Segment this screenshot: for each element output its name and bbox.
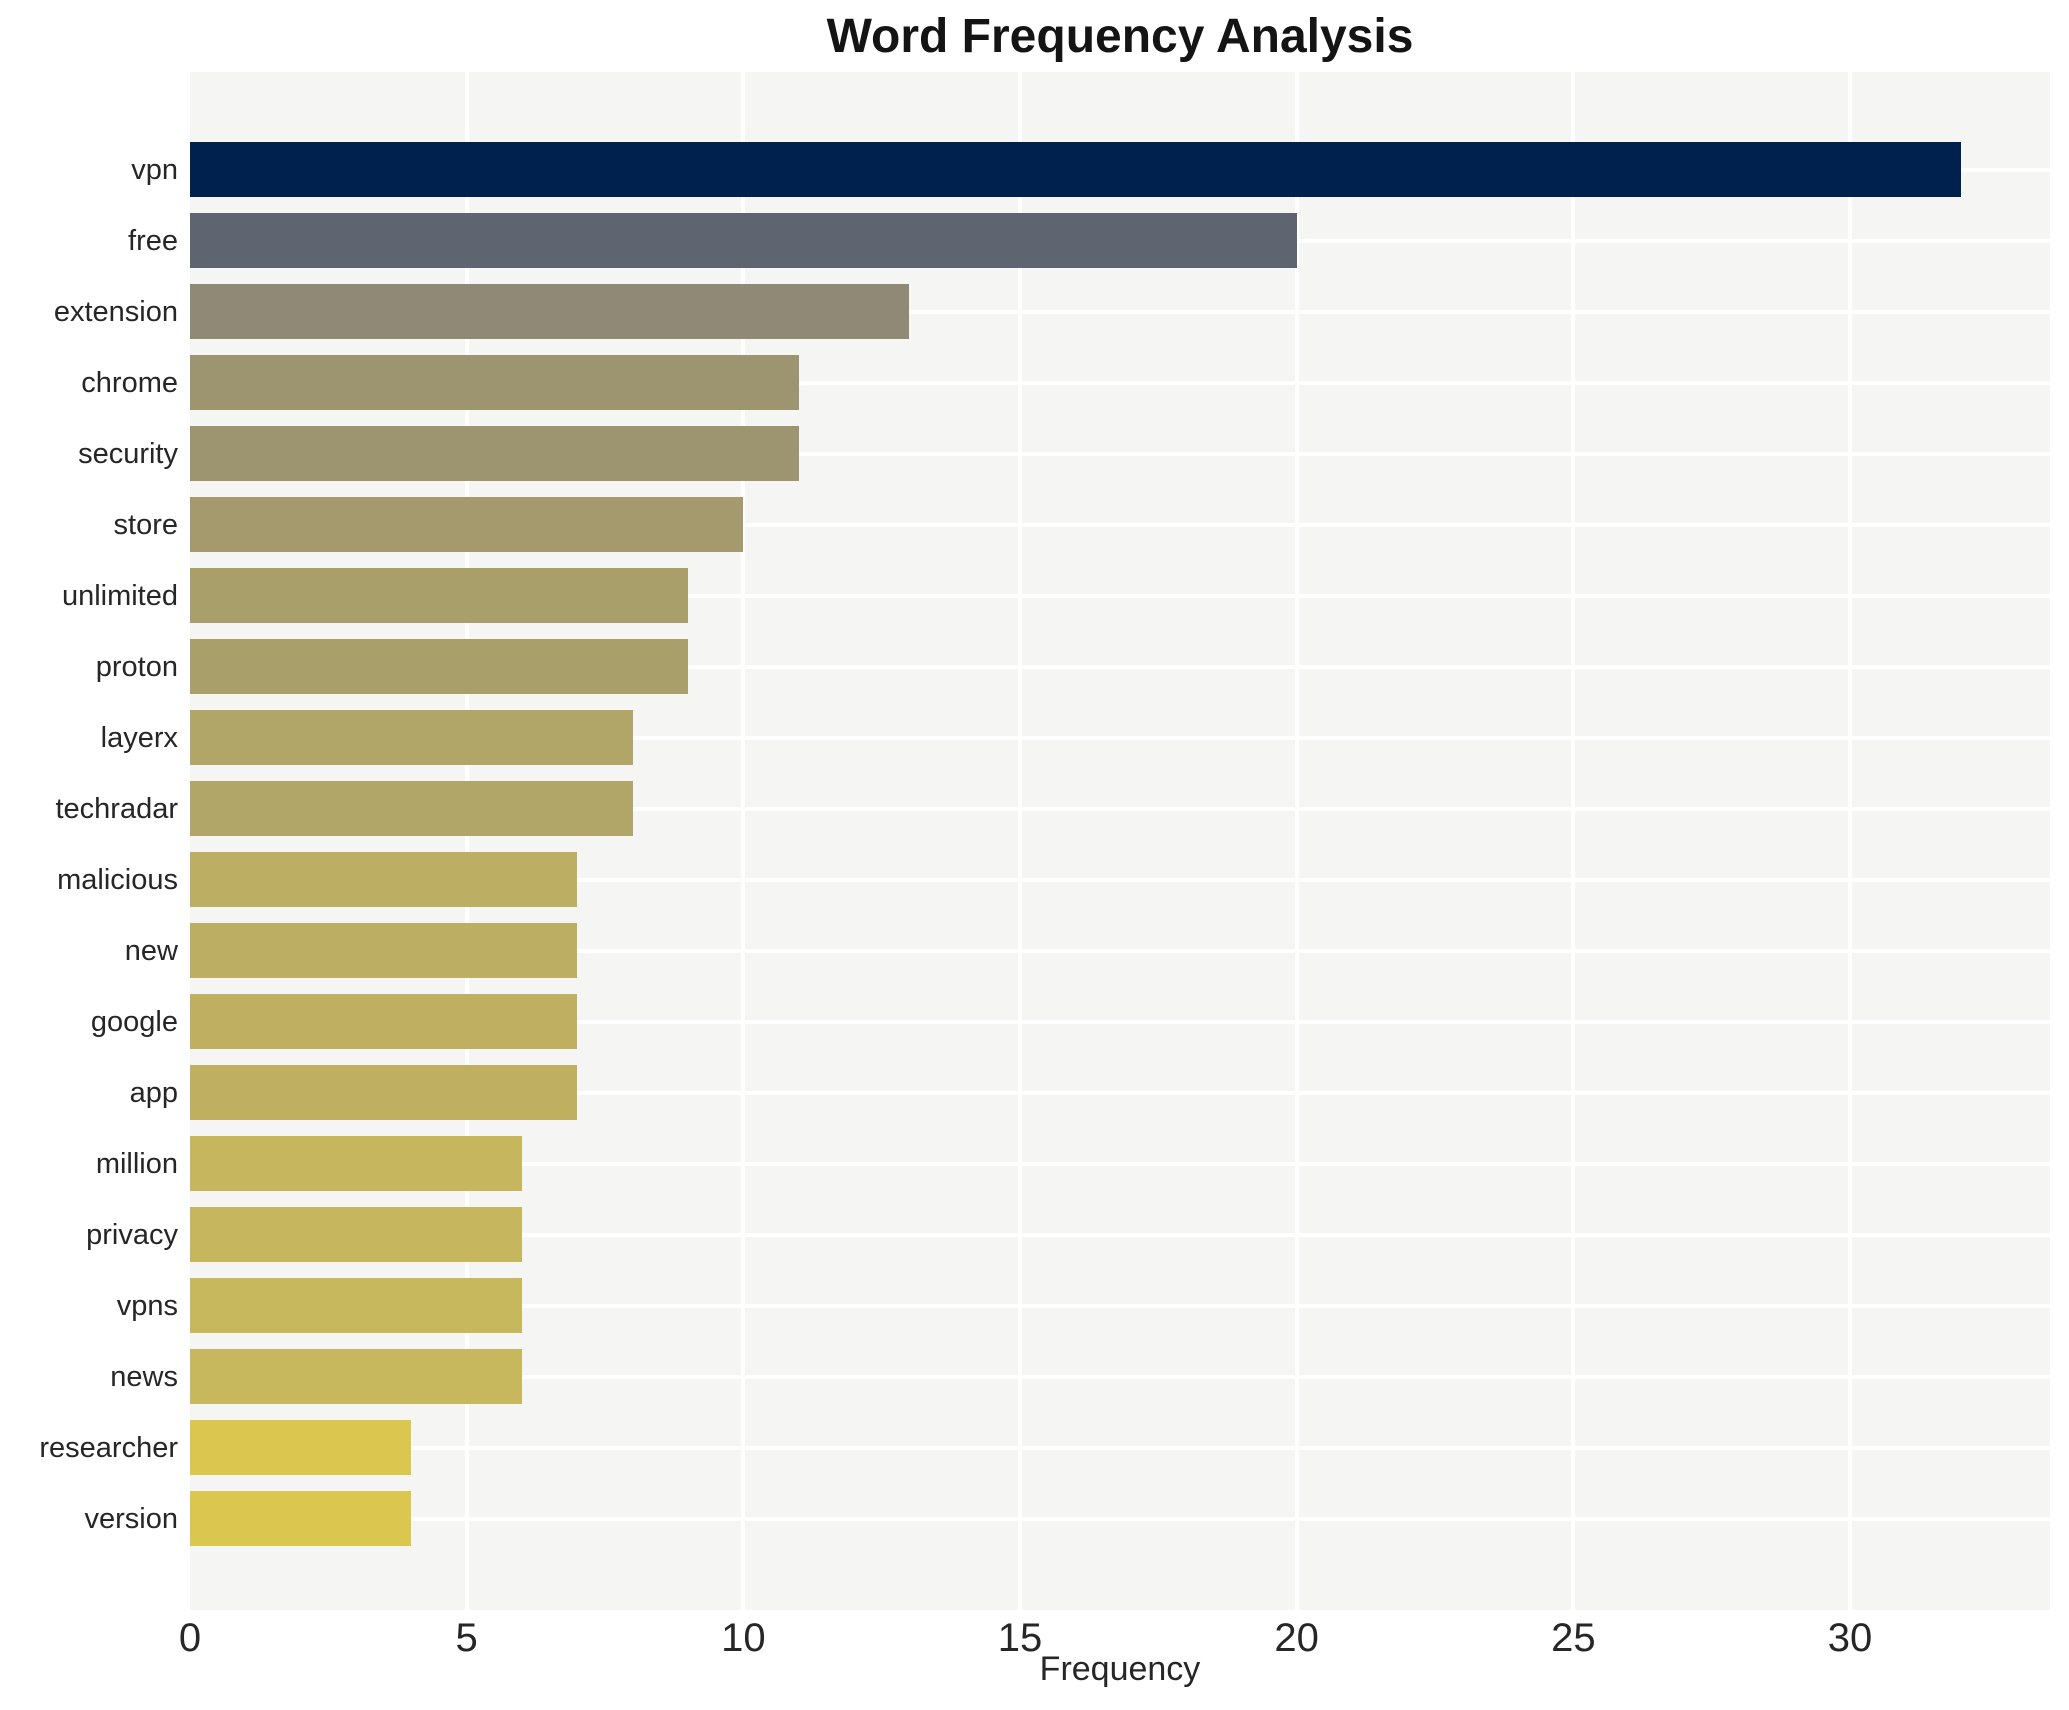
- bar-layerx: [190, 710, 633, 765]
- gridline-vertical: [1018, 72, 1022, 1610]
- bar-store: [190, 497, 744, 552]
- bar-researcher: [190, 1420, 412, 1475]
- x-tick-label: 25: [1551, 1616, 1596, 1660]
- bar-malicious: [190, 852, 578, 907]
- bar-new: [190, 923, 578, 978]
- gridline-horizontal: [190, 1445, 2050, 1450]
- x-tick-label: 30: [1827, 1616, 1873, 1660]
- x-tick-label: 10: [721, 1616, 766, 1660]
- gridline-vertical: [464, 72, 469, 1610]
- bar-app: [190, 1065, 578, 1120]
- gridline-horizontal: [190, 1019, 2050, 1024]
- gridline-horizontal: [190, 1090, 2050, 1095]
- bar-version: [190, 1491, 412, 1546]
- gridline-horizontal: [190, 1232, 2050, 1237]
- gridline-vertical: [1571, 72, 1576, 1610]
- y-tick-label: store: [113, 508, 178, 541]
- x-axis-label: Frequency: [1039, 1650, 1201, 1688]
- y-tick-label: version: [84, 1502, 179, 1535]
- bar-chrome: [190, 355, 799, 410]
- bar-privacy: [190, 1207, 522, 1262]
- y-tick-label: malicious: [57, 863, 178, 896]
- gridline-horizontal: [190, 1374, 2050, 1379]
- y-tick-label: security: [78, 437, 178, 470]
- gridline-horizontal: [190, 948, 2050, 953]
- gridline-horizontal: [190, 451, 2050, 456]
- gridline-horizontal: [190, 1516, 2050, 1521]
- gridline-horizontal: [190, 1161, 2050, 1166]
- bar-extension: [190, 284, 910, 339]
- gridline-horizontal: [190, 309, 2050, 314]
- gridline-vertical: [741, 72, 746, 1610]
- bar-free: [190, 213, 1297, 268]
- x-tick-label: 5: [455, 1616, 478, 1660]
- gridline-horizontal: [190, 877, 2050, 882]
- bar-security: [190, 426, 799, 481]
- bar-unlimited: [190, 568, 688, 623]
- bar-vpns: [190, 1278, 522, 1333]
- y-tick-label: vpns: [116, 1289, 178, 1322]
- gridline-horizontal: [190, 806, 2050, 811]
- y-tick-label: researcher: [39, 1431, 178, 1464]
- bar-techradar: [190, 781, 633, 836]
- y-tick-label: unlimited: [61, 579, 178, 612]
- x-tick-label: 15: [997, 1616, 1043, 1660]
- bar-proton: [190, 639, 688, 694]
- y-tick-label: free: [128, 224, 178, 257]
- bar-million: [190, 1136, 522, 1191]
- y-tick-label: new: [124, 934, 178, 967]
- chart-title: Word Frequency Analysis: [826, 10, 1414, 63]
- y-tick-label: proton: [95, 650, 178, 683]
- gridline-horizontal: [190, 380, 2050, 385]
- gridline-horizontal: [190, 735, 2050, 740]
- y-tick-label: app: [129, 1076, 178, 1109]
- y-tick-label: google: [90, 1005, 178, 1038]
- y-tick-label: extension: [53, 295, 178, 328]
- y-tick-label: layerx: [100, 721, 178, 754]
- gridline-horizontal: [190, 522, 2050, 527]
- x-tick-label: 0: [178, 1616, 202, 1660]
- gridline-vertical: [1848, 72, 1852, 1610]
- plot-area: [190, 72, 2050, 1610]
- bar-vpn: [190, 142, 1961, 197]
- y-tick-label: news: [110, 1360, 178, 1393]
- y-tick-label: techradar: [55, 792, 178, 825]
- gridline-horizontal: [190, 664, 2050, 669]
- y-tick-label: privacy: [86, 1218, 178, 1251]
- y-tick-label: vpn: [131, 153, 178, 186]
- x-tick-label: 20: [1274, 1616, 1319, 1660]
- bar-google: [190, 994, 578, 1049]
- y-tick-label: chrome: [81, 366, 178, 399]
- gridline-vertical: [1294, 72, 1299, 1610]
- y-tick-label: million: [95, 1147, 178, 1180]
- bar-news: [190, 1349, 522, 1404]
- gridline-horizontal: [190, 593, 2050, 598]
- gridline-horizontal: [190, 1303, 2050, 1308]
